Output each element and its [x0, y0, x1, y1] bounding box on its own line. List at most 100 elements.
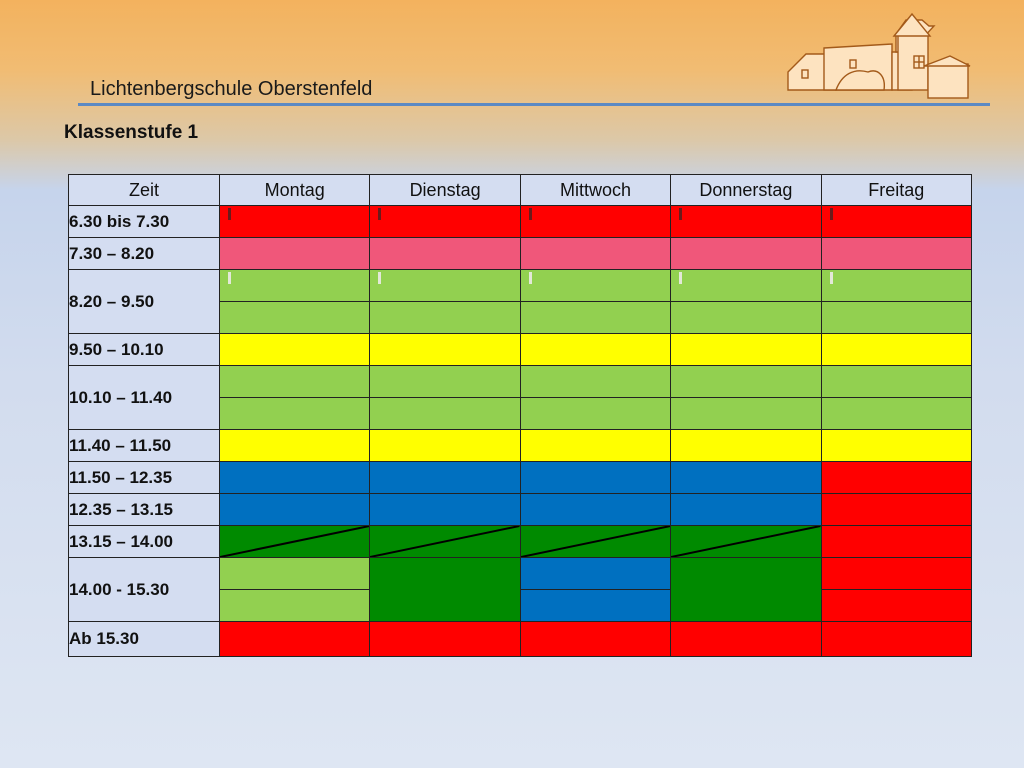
title-rule — [78, 103, 990, 106]
slot-cell-split — [519, 525, 672, 558]
diagonal-line — [370, 526, 519, 557]
col-header-mittwoch: Mittwoch — [519, 174, 672, 206]
slot-cell — [519, 269, 672, 302]
slot-cell — [369, 397, 521, 430]
slot-cell — [670, 557, 822, 622]
slot-cell — [218, 397, 371, 430]
time-label: 6.30 bis 7.30 — [68, 205, 220, 238]
diagonal-line — [220, 526, 369, 557]
col-header-freitag: Freitag — [820, 174, 973, 206]
slot-cell — [670, 301, 822, 334]
time-label: 11.50 – 12.35 — [68, 461, 220, 494]
slot-cell-split — [369, 525, 521, 558]
slot-cell — [218, 557, 371, 590]
marker — [228, 272, 231, 284]
table-row: Ab 15.30 — [68, 621, 973, 657]
slot-cell — [218, 461, 371, 494]
slot-cell — [519, 621, 672, 657]
time-label: 9.50 – 10.10 — [68, 333, 220, 366]
marker — [829, 208, 833, 220]
slot-cell — [218, 301, 371, 334]
table-row: 6.30 bis 7.30 — [68, 205, 973, 238]
table-row: 9.50 – 10.10 — [68, 333, 973, 366]
slot-cell — [670, 333, 822, 366]
slot-cell — [519, 557, 672, 590]
slot-cell — [218, 269, 371, 302]
slot-cell — [820, 525, 973, 558]
slot-cell — [218, 365, 371, 398]
marker — [378, 208, 382, 220]
slot-cell — [369, 301, 521, 334]
grade-title: Klassenstufe 1 — [64, 122, 199, 143]
slot-cell — [820, 301, 973, 334]
table-row: 10.10 – 11.40 — [68, 365, 973, 430]
slot-cell — [369, 461, 521, 494]
table-row — [69, 589, 973, 622]
header-row: Zeit Montag Dienstag Mittwoch Donnerstag… — [68, 174, 973, 206]
col-header-montag: Montag — [218, 174, 371, 206]
col-header-dienstag: Dienstag — [369, 174, 521, 206]
slot-cell — [218, 237, 371, 270]
slot-cell — [670, 621, 822, 657]
time-label: 13.15 – 14.00 — [68, 525, 220, 558]
slot-cell — [218, 589, 371, 622]
slot-cell — [820, 589, 973, 622]
slot-cell — [820, 493, 973, 526]
slot-cell — [369, 557, 521, 622]
slot-cell — [519, 589, 672, 622]
castle-logo — [787, 12, 971, 99]
slot-cell — [670, 365, 822, 398]
time-label: 14.00 - 15.30 — [68, 557, 220, 622]
slot-cell — [369, 237, 521, 270]
slot-cell — [369, 621, 521, 657]
slot-cell-split — [670, 525, 822, 558]
slot-cell — [218, 493, 371, 526]
table-row: 13.15 – 14.00 — [68, 525, 973, 558]
time-label: 12.35 – 13.15 — [68, 493, 220, 526]
diagonal-line — [521, 526, 670, 557]
slot-cell — [820, 365, 973, 398]
time-label: 7.30 – 8.20 — [68, 237, 220, 270]
slot-cell — [369, 269, 521, 302]
table-row: 11.40 – 11.50 — [68, 429, 973, 462]
schedule-table: Zeit Montag Dienstag Mittwoch Donnerstag… — [68, 174, 973, 657]
slot-cell — [519, 205, 672, 238]
slot-cell — [519, 301, 672, 334]
slot-cell — [369, 205, 521, 238]
col-header-donnerstag: Donnerstag — [670, 174, 822, 206]
slot-cell — [519, 461, 672, 494]
slot-cell — [820, 269, 973, 302]
slot-cell — [670, 429, 822, 462]
slot-cell — [820, 333, 973, 366]
marker — [528, 208, 532, 220]
slot-cell — [820, 237, 973, 270]
slot-cell — [820, 621, 973, 657]
table-row: 7.30 – 8.20 — [68, 237, 973, 270]
marker — [378, 272, 382, 284]
slot-cell — [369, 333, 521, 366]
table-row: 12.35 – 13.15 — [68, 493, 973, 526]
slot-cell — [519, 237, 672, 270]
table-row: 14.00 - 15.30 — [68, 557, 973, 622]
table-row: 8.20 – 9.50 — [68, 269, 973, 334]
slot-cell — [820, 205, 973, 238]
col-header-zeit: Zeit — [68, 174, 220, 206]
slot-cell — [218, 621, 371, 657]
slot-cell-split — [218, 525, 371, 558]
diagonal-line — [671, 526, 820, 557]
slot-cell — [369, 365, 521, 398]
slot-cell — [820, 461, 973, 494]
slot-cell — [670, 205, 822, 238]
slot-cell — [670, 269, 822, 302]
slot-cell — [218, 429, 371, 462]
marker — [679, 208, 683, 220]
time-label: 8.20 – 9.50 — [68, 269, 220, 334]
slot-cell — [820, 429, 973, 462]
time-label: 11.40 – 11.50 — [68, 429, 220, 462]
slot-cell — [218, 333, 371, 366]
slot-cell — [519, 493, 672, 526]
slot-cell — [218, 205, 371, 238]
marker — [228, 208, 231, 220]
time-label: Ab 15.30 — [68, 621, 220, 657]
slot-cell — [670, 237, 822, 270]
